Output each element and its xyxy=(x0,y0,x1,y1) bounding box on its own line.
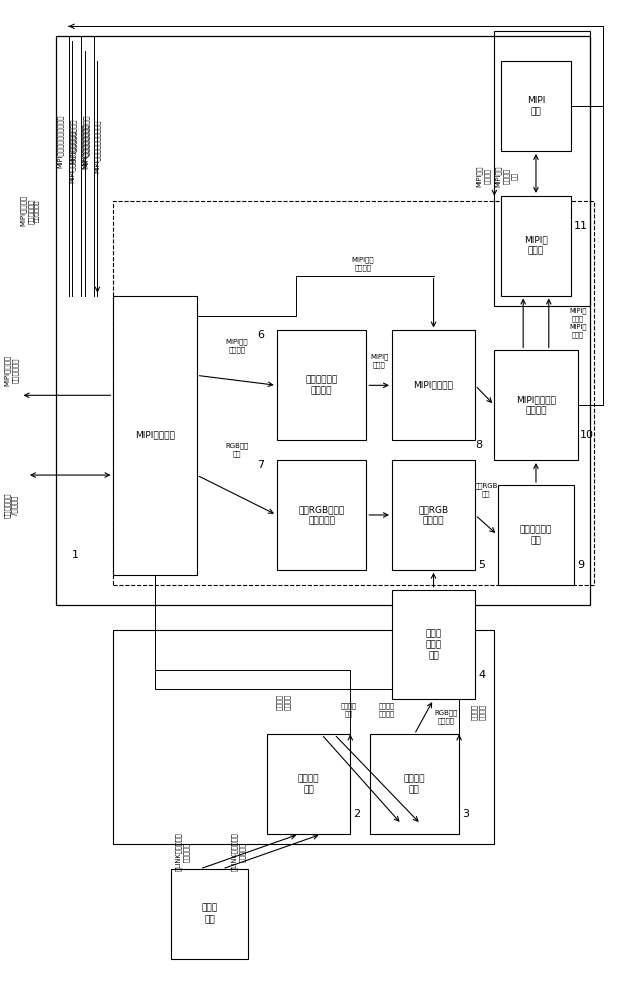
Text: 各LINK上的视频传
输时钟信号: 各LINK上的视频传 输时钟信号 xyxy=(175,832,190,871)
Text: RGB图像
数据总线: RGB图像 数据总线 xyxy=(435,710,458,724)
Text: 5: 5 xyxy=(478,560,485,570)
Text: 3: 3 xyxy=(462,809,469,819)
FancyBboxPatch shape xyxy=(494,350,577,460)
Text: 参数收发状态: 参数收发状态 xyxy=(34,200,39,222)
Text: MIPI指令参数
收发模块: MIPI指令参数 收发模块 xyxy=(516,395,556,415)
FancyBboxPatch shape xyxy=(498,485,574,585)
Text: MIPI模组显示调节指令: MIPI模组显示调节指令 xyxy=(81,123,88,169)
Text: 4: 4 xyxy=(478,670,485,680)
Text: 本地视频时钟
产生模块: 本地视频时钟 产生模块 xyxy=(305,375,338,395)
Text: 2: 2 xyxy=(353,809,360,819)
Text: MIPI模组指令发送间隔时间: MIPI模组指令发送间隔时间 xyxy=(69,129,75,183)
FancyBboxPatch shape xyxy=(392,590,475,699)
FancyBboxPatch shape xyxy=(267,734,350,834)
Text: RGB图像
时钟: RGB图像 时钟 xyxy=(225,443,248,457)
Text: 本地RGB
产生模块: 本地RGB 产生模块 xyxy=(419,505,449,525)
FancyBboxPatch shape xyxy=(501,61,571,151)
Text: 7: 7 xyxy=(257,460,264,470)
FancyBboxPatch shape xyxy=(392,330,475,440)
Text: 本地RGB同步信
号产生模块: 本地RGB同步信 号产生模块 xyxy=(298,505,345,525)
FancyBboxPatch shape xyxy=(276,330,367,440)
Text: 帧消隐区检测
模块: 帧消隐区检测 模块 xyxy=(520,525,552,545)
Text: MIPI模组指令发送间隔时间: MIPI模组指令发送间隔时间 xyxy=(57,114,64,168)
Text: MIPI转换
控制信号: MIPI转换 控制信号 xyxy=(352,256,374,271)
Text: MIPI模组命令
参数收发状态: MIPI模组命令 参数收发状态 xyxy=(20,195,34,226)
FancyBboxPatch shape xyxy=(501,196,571,296)
Text: 视频数
据缓存
模块: 视频数 据缓存 模块 xyxy=(426,629,442,660)
Text: 10: 10 xyxy=(580,430,594,440)
Text: MIPI转
换时钟: MIPI转 换时钟 xyxy=(370,353,388,368)
Text: MIPI模组返回显示应答参数: MIPI模组返回显示应答参数 xyxy=(82,114,89,168)
Text: 11: 11 xyxy=(574,221,588,231)
FancyBboxPatch shape xyxy=(113,296,197,575)
Text: MIPI传输
延迟调整
信号: MIPI传输 延迟调整 信号 xyxy=(494,165,518,187)
Text: 输入图像
数据总线: 输入图像 数据总线 xyxy=(379,702,395,717)
Text: MIPI模组返回显示应答参数: MIPI模组返回显示应答参数 xyxy=(94,119,101,173)
Text: 9: 9 xyxy=(577,560,584,570)
FancyBboxPatch shape xyxy=(370,734,459,834)
FancyBboxPatch shape xyxy=(392,460,475,570)
Text: MIPI模组命令
参数收发状态: MIPI模组命令 参数收发状态 xyxy=(4,355,19,386)
Text: 视频输入
模块: 视频输入 模块 xyxy=(298,774,320,794)
Text: MIPI
模组: MIPI 模组 xyxy=(527,96,545,116)
Text: 各LINK上的视频传
输数据信号: 各LINK上的视频传 输数据信号 xyxy=(231,832,246,871)
Text: 视频转换
控制信号: 视频转换 控制信号 xyxy=(471,704,485,720)
Text: 视频转换
模块: 视频转换 模块 xyxy=(404,774,425,794)
FancyBboxPatch shape xyxy=(276,460,367,570)
Text: MIPI输出
控制信号: MIPI输出 控制信号 xyxy=(475,165,490,187)
Text: MIPI控制模块: MIPI控制模块 xyxy=(135,431,175,440)
FancyBboxPatch shape xyxy=(171,869,248,959)
Text: MIPI转换模块: MIPI转换模块 xyxy=(413,381,453,390)
Text: MIPI时
钟信号
MIPI数
据信号: MIPI时 钟信号 MIPI数 据信号 xyxy=(569,308,586,338)
Text: MIPI输
出模块: MIPI输 出模块 xyxy=(524,236,548,256)
Text: MIPI模组
图像时序: MIPI模组 图像时序 xyxy=(225,338,248,353)
Text: 输入图像
时钟: 输入图像 时钟 xyxy=(341,702,357,717)
Text: 本地RGB
信号: 本地RGB 信号 xyxy=(475,483,498,497)
Text: 上层配置控制
/返回信号: 上层配置控制 /返回信号 xyxy=(4,492,19,518)
Text: MIPI模组显示调节指令: MIPI模组显示调节指令 xyxy=(70,118,77,164)
Text: 8: 8 xyxy=(475,440,482,450)
Text: 6: 6 xyxy=(257,330,264,340)
Text: 1: 1 xyxy=(71,550,78,560)
Text: 视频输入
控制信号: 视频输入 控制信号 xyxy=(276,694,291,710)
Text: 图像信
号源: 图像信 号源 xyxy=(201,904,217,924)
